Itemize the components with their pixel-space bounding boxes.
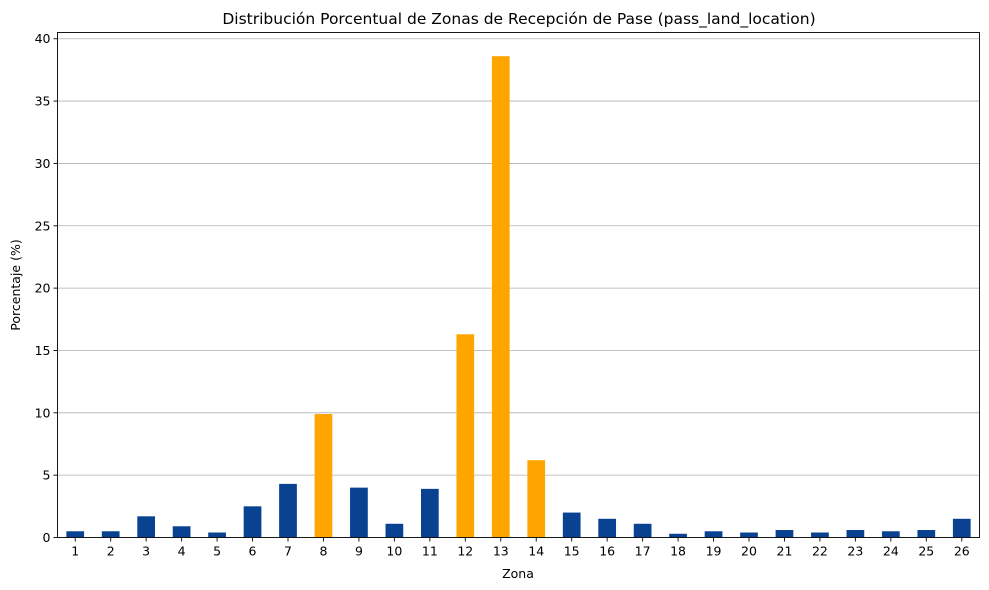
y-tick-label: 0: [43, 530, 51, 545]
x-tick-label: 14: [528, 544, 544, 559]
bar-zona-22: [811, 532, 829, 538]
x-tick-label: 11: [422, 544, 438, 559]
x-tick-label: 7: [284, 544, 292, 559]
x-tick-label: 13: [493, 544, 509, 559]
bar-zona-10: [385, 523, 404, 538]
x-tick-label: 16: [599, 544, 615, 559]
y-tick-label: 10: [35, 405, 51, 420]
x-tick-label: 24: [883, 544, 899, 559]
x-tick-label: 5: [213, 544, 221, 559]
x-tick-label: 4: [178, 544, 186, 559]
x-tick-label: 22: [812, 544, 828, 559]
x-tick-label: 21: [777, 544, 793, 559]
bar-zona-1: [66, 531, 85, 538]
x-tick-label: 3: [142, 544, 150, 559]
gridlines: [57, 38, 980, 476]
y-tick-label: 5: [43, 468, 51, 483]
x-tick-label: 23: [847, 544, 863, 559]
y-axis-ticks: 0 5 10 15 20 25 30 35 40: [35, 31, 58, 545]
y-tick-label: 25: [35, 218, 51, 233]
bar-zona-17: [633, 523, 652, 538]
bar-zona-15: [562, 512, 581, 538]
chart-title: Distribución Porcentual de Zonas de Rece…: [222, 10, 815, 29]
bar-zona-12: [456, 334, 475, 538]
x-tick-label: 1: [71, 544, 79, 559]
bar-zona-21: [775, 530, 794, 538]
bar-zona-25: [917, 530, 936, 538]
x-axis-label: Zona: [502, 566, 534, 581]
bar-zona-26: [952, 518, 971, 538]
bar-zona-14: [527, 460, 546, 538]
y-tick-label: 40: [35, 31, 51, 46]
x-tick-label: 20: [741, 544, 757, 559]
bar-zona-13: [491, 56, 510, 538]
x-tick-label: 18: [670, 544, 686, 559]
bar-zona-11: [420, 488, 439, 538]
bar-zona-16: [598, 518, 617, 538]
bar-zona-4: [172, 526, 191, 538]
x-tick-label: 10: [386, 544, 402, 559]
x-tick-label: 17: [635, 544, 651, 559]
x-tick-label: 15: [564, 544, 580, 559]
x-tick-label: 2: [107, 544, 115, 559]
x-axis-ticks: 1 2 3 4 5 6 7 8 9 10 11 12 13 14 15 16 17 18 19 20 21 22 23 24 2…: [71, 537, 970, 559]
x-tick-label: 6: [249, 544, 257, 559]
bar-zona-5: [208, 532, 226, 538]
x-tick-label: 8: [319, 544, 327, 559]
bar-zona-23: [846, 530, 865, 538]
plot-frame: [57, 32, 980, 538]
y-tick-label: 35: [35, 94, 51, 109]
x-tick-label: 26: [954, 544, 970, 559]
bar-zona-20: [740, 532, 758, 538]
bars: [66, 56, 971, 538]
bar-zona-3: [137, 516, 156, 538]
bar-zona-6: [243, 506, 262, 538]
bar-zona-7: [279, 483, 297, 538]
x-tick-label: 19: [706, 544, 722, 559]
bar-zona-8: [314, 414, 333, 538]
bar-zona-18: [669, 533, 687, 538]
x-tick-label: 12: [457, 544, 473, 559]
bar-zona-19: [704, 531, 723, 538]
bar-zona-2: [101, 531, 120, 538]
x-tick-label: 9: [355, 544, 363, 559]
bar-zona-9: [350, 487, 368, 538]
bar-zona-24: [881, 531, 900, 538]
y-axis-label: Porcentaje (%): [8, 239, 23, 330]
y-tick-label: 20: [35, 281, 51, 296]
y-tick-label: 30: [35, 156, 51, 171]
x-tick-label: 25: [918, 544, 934, 559]
y-tick-label: 15: [35, 343, 51, 358]
